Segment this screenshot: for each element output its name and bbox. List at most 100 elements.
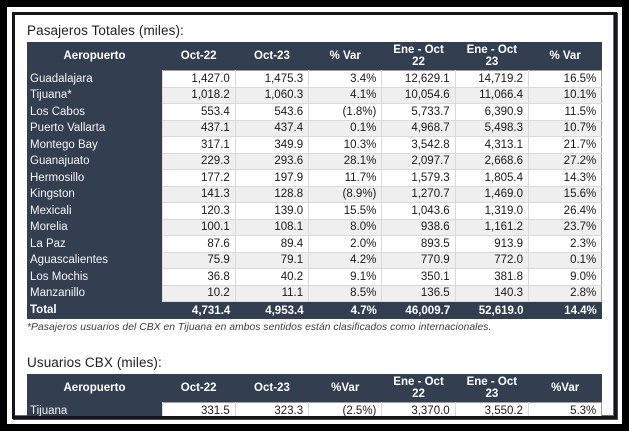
- value-cell: 100.1: [161, 218, 236, 236]
- airport-name-cell: Mexicali: [27, 202, 162, 219]
- value-cell: 2.3%: [527, 235, 603, 253]
- airport-name-cell: Tijuana: [27, 402, 162, 416]
- value-cell: 3,370.0: [381, 402, 456, 416]
- value-cell: 0.1%: [308, 119, 383, 137]
- column-header: Oct-23: [235, 374, 309, 403]
- airport-name-cell: Aguascalientes: [27, 252, 162, 269]
- pasajeros-totales-table: Aeropuerto Oct-22 Oct-23% Var Ene - Oct 22 E…: [27, 42, 603, 319]
- value-cell: 1,579.3: [381, 169, 456, 187]
- table-row: Hermosillo 177.2 197.9 11.7% 1,579.3 1,805.4 1…: [27, 169, 603, 187]
- table-row: Tijuana 331.5 323.3 (2.5%) 3,370.0 3,550.2 5.3…: [27, 402, 603, 416]
- value-cell: 3,542.8: [381, 136, 456, 154]
- table-row: Guanajuato 229.3 293.6 28.1% 2,097.7 2,668.6 2…: [27, 152, 603, 170]
- value-cell: 913.9: [454, 235, 529, 253]
- usuarios-cbx-table: Aeropuerto Oct-22 Oct-23 %Var Ene - Oct 22 En…: [27, 374, 603, 416]
- value-cell: 2.8%: [527, 284, 603, 302]
- column-header: Oct-22: [162, 42, 236, 71]
- value-cell: 1,060.3: [234, 86, 310, 104]
- table-row: Puerto Vallarta 437.1 437.4 0.1% 4,968.7 5,49…: [27, 119, 603, 137]
- airport-name-cell: Montego Bay: [27, 136, 162, 153]
- value-cell: 4,313.1: [454, 136, 529, 154]
- value-cell: 350.1: [381, 268, 456, 286]
- value-cell: 938.6: [381, 218, 456, 236]
- airport-name-cell: La Paz: [27, 235, 162, 252]
- value-cell: 36.8: [161, 268, 236, 286]
- column-header: Ene - Oct 22: [381, 42, 456, 71]
- value-cell: 141.3: [161, 185, 236, 203]
- airport-name-cell: Guanajuato: [27, 153, 162, 170]
- value-cell: (8.9%): [308, 185, 383, 203]
- value-cell: 5.3%: [527, 402, 603, 416]
- value-cell: 16.5%: [527, 70, 603, 88]
- value-cell: 10.3%: [308, 136, 383, 154]
- value-cell: 1,319.0: [454, 202, 529, 220]
- total-value-cell: 4,731.4: [162, 301, 236, 319]
- value-cell: (1.8%): [308, 103, 383, 121]
- table-row: Guadalajara 1,427.0 1,475.3 3.4% 12,629.1 14,…: [27, 70, 603, 88]
- column-header: % Var: [308, 42, 382, 71]
- value-cell: 229.3: [161, 152, 236, 170]
- airport-name-cell: Tijuana*: [27, 87, 162, 104]
- value-cell: 437.1: [161, 119, 236, 137]
- table-row: Montego Bay 317.1 349.9 10.3% 3,542.8 4,313.1…: [27, 136, 603, 154]
- table-row: Los Cabos 553.4 543.6 (1.8%) 5,733.7 6,390.9 1…: [27, 103, 603, 121]
- value-cell: 14.3%: [527, 169, 603, 187]
- column-header: Aeropuerto: [27, 42, 162, 71]
- value-cell: 543.6: [234, 103, 310, 121]
- total-value-cell: 14.4%: [528, 301, 602, 319]
- value-cell: 12,629.1: [381, 70, 456, 88]
- value-cell: 79.1: [234, 251, 310, 269]
- airport-name-cell: Kingston: [27, 186, 162, 203]
- value-cell: 2,097.7: [381, 152, 456, 170]
- column-header: Oct-23: [235, 42, 309, 71]
- value-cell: 4.2%: [308, 251, 383, 269]
- value-cell: 1,043.6: [381, 202, 456, 220]
- value-cell: 4,968.7: [381, 119, 456, 137]
- value-cell: 75.9: [161, 251, 236, 269]
- value-cell: 331.5: [161, 402, 236, 416]
- column-header: Aeropuerto: [27, 374, 162, 403]
- value-cell: 23.7%: [527, 218, 603, 236]
- value-cell: 10,054.6: [381, 86, 456, 104]
- value-cell: 10.1%: [527, 86, 603, 104]
- column-header: %Var: [308, 374, 382, 403]
- value-cell: 197.9: [234, 169, 310, 187]
- column-header: % Var: [528, 42, 602, 71]
- total-label-cell: Total: [27, 301, 162, 319]
- table-row: La Paz 87.6 89.4 2.0% 893.5 913.9 2.3%: [27, 235, 603, 253]
- value-cell: 128.8: [234, 185, 310, 203]
- airport-name-cell: Puerto Vallarta: [27, 120, 162, 137]
- value-cell: 772.0: [454, 251, 529, 269]
- value-cell: 5,498.3: [454, 119, 529, 137]
- column-header: Ene - Oct 23: [455, 374, 529, 403]
- report-content: Pasajeros Totales (miles): Aeropuerto Oct…: [12, 12, 617, 419]
- table-row: Aguascalientes 75.9 79.1 4.2% 770.9 772.0 0.1%: [27, 251, 603, 269]
- airport-name-cell: Morelia: [27, 219, 162, 236]
- value-cell: 9.1%: [308, 268, 383, 286]
- table-row: Tijuana* 1,018.2 1,060.3 4.1% 10,054.6 11,066…: [27, 86, 603, 104]
- total-value-cell: 4,953.4: [235, 301, 309, 319]
- value-cell: 437.4: [234, 119, 310, 137]
- value-cell: 15.6%: [527, 185, 603, 203]
- value-cell: 14,719.2: [454, 70, 529, 88]
- value-cell: 349.9: [234, 136, 310, 154]
- value-cell: 6,390.9: [454, 103, 529, 121]
- value-cell: 11.1: [234, 284, 310, 302]
- table-row: Kingston 141.3 128.8 (8.9%) 1,270.7 1,469.0 15…: [27, 185, 603, 203]
- value-cell: 2.0%: [308, 235, 383, 253]
- value-cell: 21.7%: [527, 136, 603, 154]
- value-cell: 89.4: [234, 235, 310, 253]
- value-cell: 9.0%: [527, 268, 603, 286]
- total-value-cell: 4.7%: [308, 301, 382, 319]
- value-cell: 28.1%: [308, 152, 383, 170]
- value-cell: 1,161.2: [454, 218, 529, 236]
- value-cell: 8.0%: [308, 218, 383, 236]
- value-cell: (2.5%): [308, 402, 383, 416]
- total-value-cell: 46,009.7: [381, 301, 456, 319]
- value-cell: 26.4%: [527, 202, 603, 220]
- airport-name-cell: Manzanillo: [27, 285, 162, 302]
- value-cell: 1,469.0: [454, 185, 529, 203]
- value-cell: 10.7%: [527, 119, 603, 137]
- value-cell: 8.5%: [308, 284, 383, 302]
- header-row: Aeropuerto Oct-22 Oct-23 %Var Ene - Oct 22 En…: [27, 374, 602, 403]
